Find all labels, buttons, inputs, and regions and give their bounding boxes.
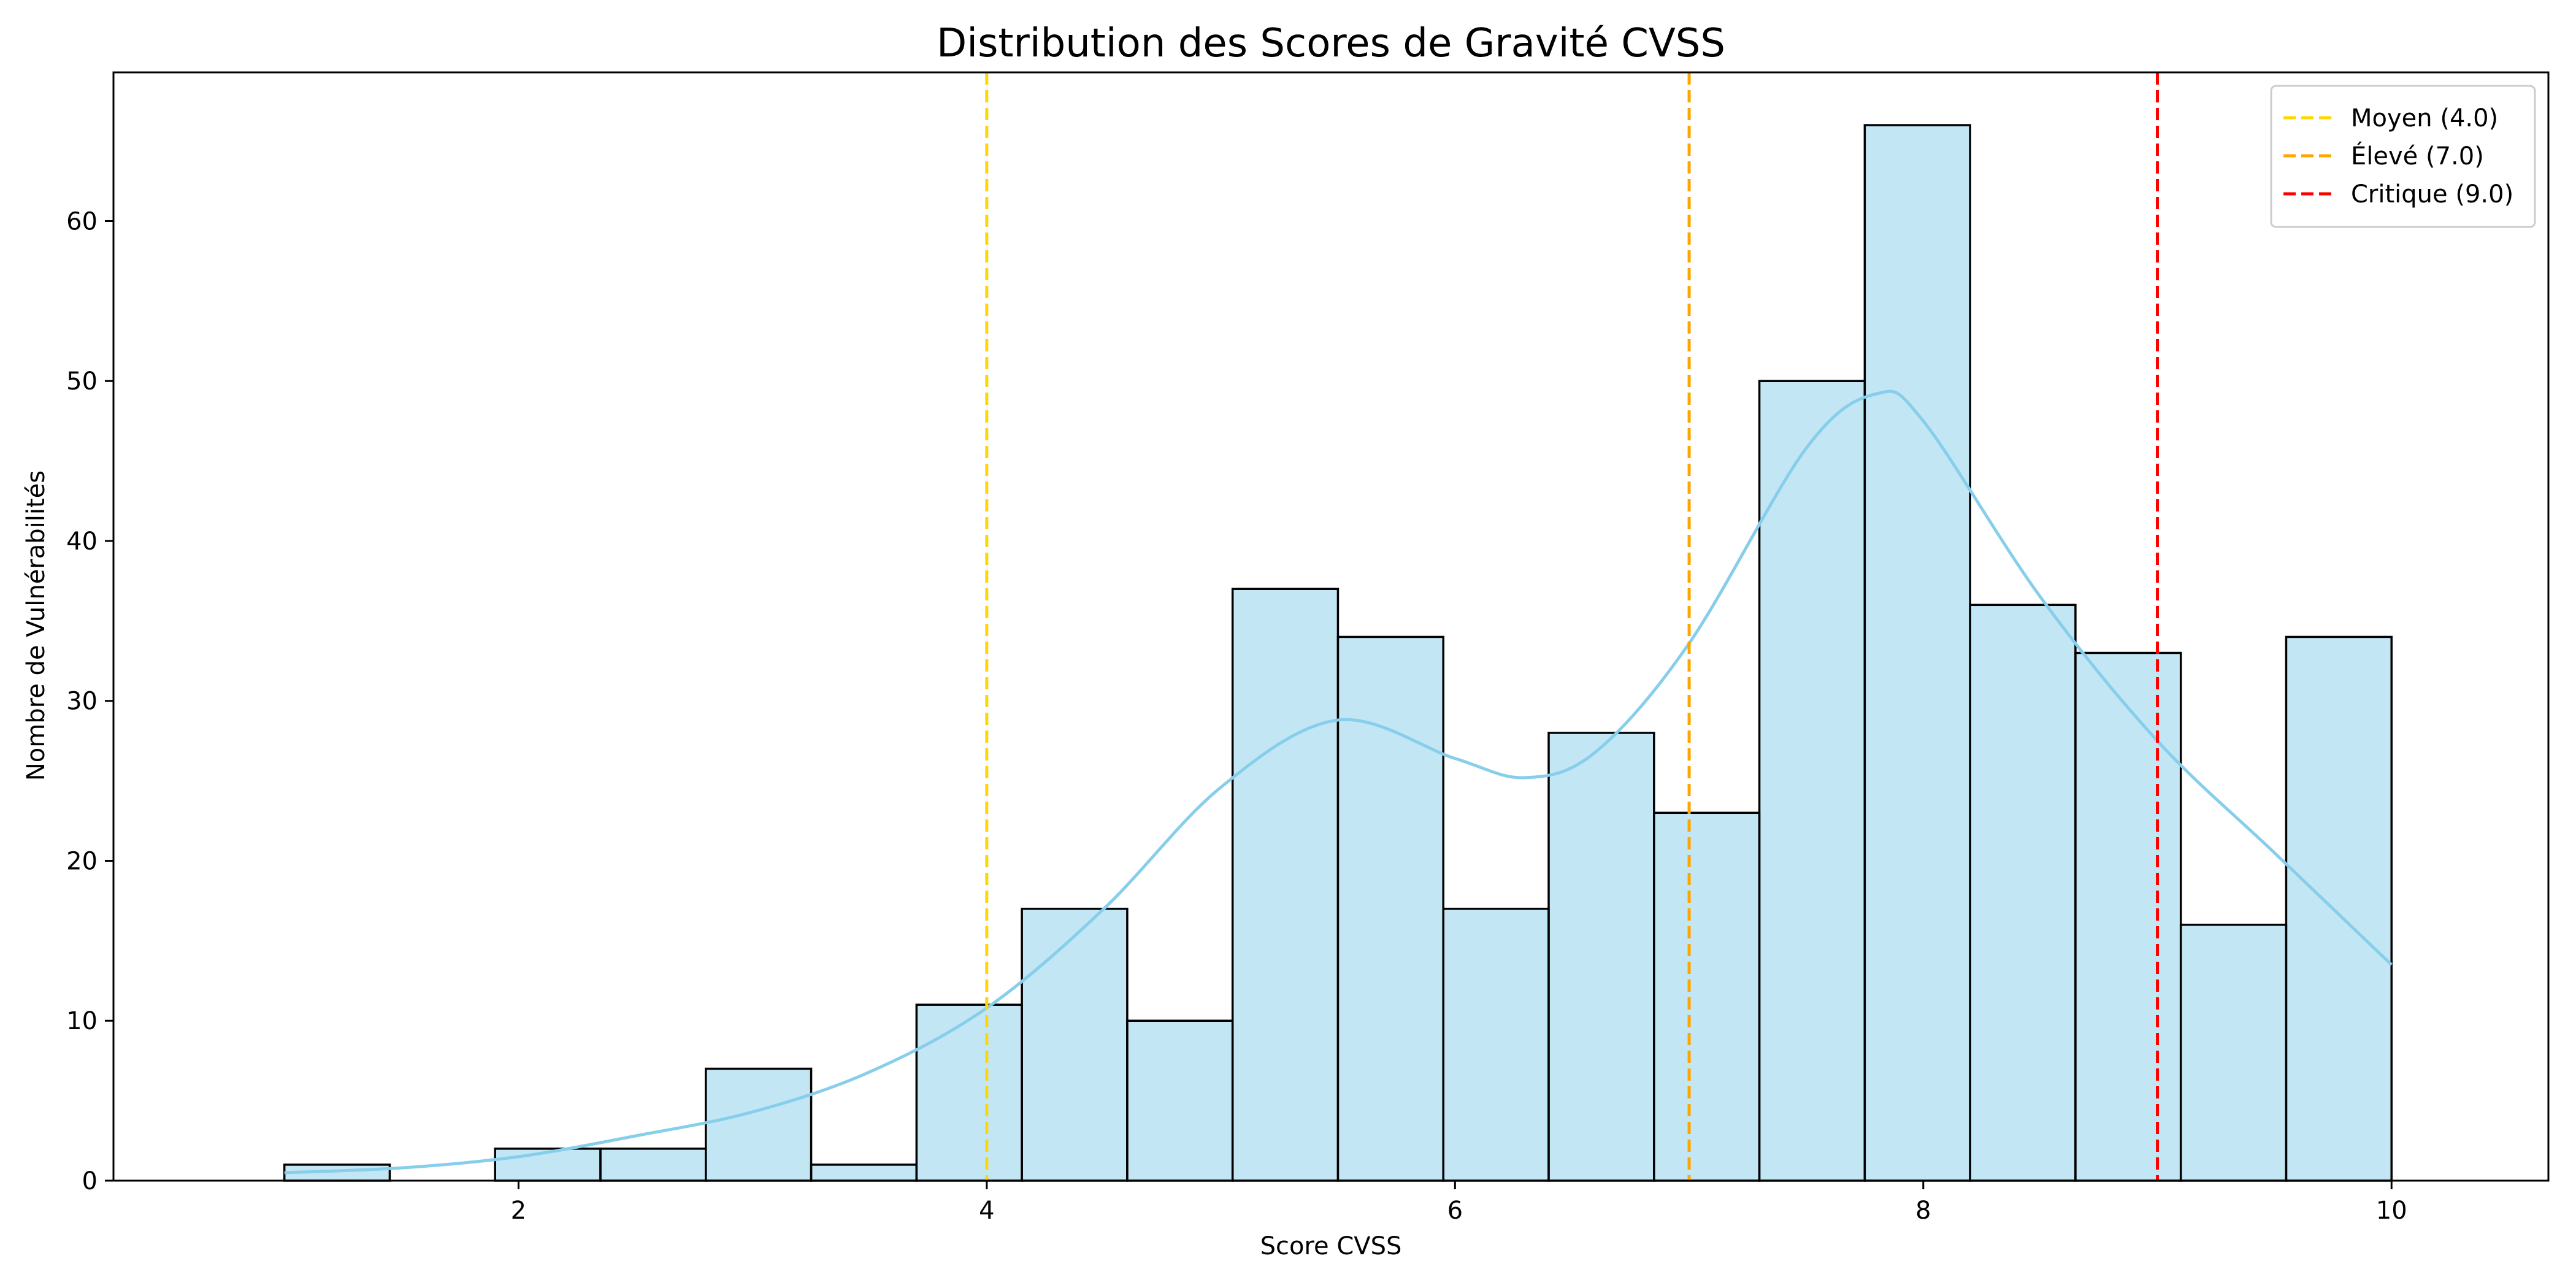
y-tick-label: 0 — [82, 1167, 98, 1195]
y-tick-label: 20 — [66, 847, 98, 875]
legend: Moyen (4.0) Élevé (7.0) Critique (9.0) — [2270, 85, 2536, 228]
histogram-bar — [1653, 811, 1761, 1182]
y-tick-label: 60 — [66, 207, 98, 236]
histogram-bar — [1863, 124, 1971, 1182]
plot-area: 2 4 6 8 10 0 10 20 30 40 50 60 — [66, 71, 2550, 1225]
histogram-bar — [1442, 907, 1550, 1182]
histogram-bar — [2074, 651, 2182, 1182]
histogram-bar — [1969, 604, 2077, 1182]
histogram-bar — [705, 1067, 813, 1182]
x-tick-label: 6 — [1447, 1197, 1463, 1225]
y-tick-label: 10 — [66, 1007, 98, 1035]
histogram-bar — [915, 1003, 1023, 1182]
x-tick-label: 10 — [2376, 1197, 2407, 1225]
y-tick-label: 50 — [66, 367, 98, 396]
y-axis-label: Nombre de Vulnérabilités — [22, 470, 50, 781]
histogram-bar — [1231, 588, 1340, 1182]
legend-box — [2270, 85, 2536, 228]
x-tick-label: 2 — [511, 1197, 526, 1225]
y-tick-label: 40 — [66, 527, 98, 556]
histogram-bar — [1126, 1019, 1234, 1182]
histogram-bar — [1547, 732, 1655, 1182]
histogram-bar — [1021, 907, 1129, 1182]
legend-label: Critique (9.0) — [2351, 180, 2513, 209]
histogram-bar — [1758, 380, 1866, 1182]
x-tick-label: 4 — [979, 1197, 994, 1225]
histogram-bar — [810, 1163, 918, 1182]
chart-title: Distribution des Scores de Gravité CVSS — [937, 21, 1725, 66]
histogram-bar — [2179, 924, 2288, 1182]
axes-frame — [112, 71, 2550, 1182]
x-tick-label: 8 — [1915, 1197, 1931, 1225]
histogram-bar — [599, 1148, 707, 1182]
y-tick-label: 30 — [66, 688, 98, 716]
legend-label: Élevé (7.0) — [2351, 141, 2484, 171]
histogram-bar — [1336, 635, 1444, 1182]
x-axis-label: Score CVSS — [1260, 1232, 1402, 1260]
kde-curve — [284, 389, 2393, 1175]
legend-label: Moyen (4.0) — [2351, 104, 2498, 132]
histogram-bar — [2285, 635, 2393, 1182]
